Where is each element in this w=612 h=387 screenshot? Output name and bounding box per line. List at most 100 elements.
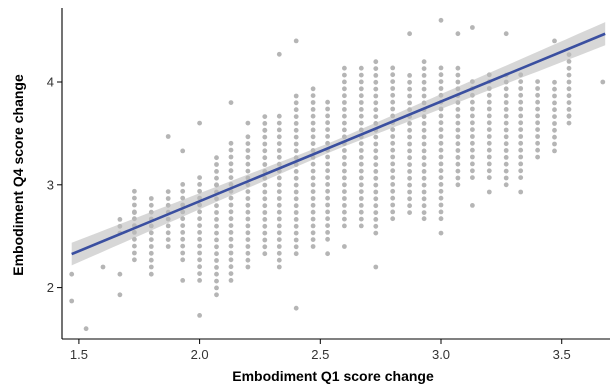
data-point — [407, 148, 412, 154]
data-point — [470, 120, 475, 126]
data-point — [148, 230, 154, 236]
data-point — [325, 175, 330, 181]
data-point — [390, 161, 396, 167]
data-point — [535, 86, 540, 91]
data-point — [117, 217, 123, 222]
x-tick-label: 1.5 — [70, 347, 88, 362]
data-point — [518, 161, 524, 167]
data-point — [373, 66, 379, 71]
data-point — [552, 107, 557, 113]
data-point — [552, 141, 557, 147]
data-point — [407, 189, 412, 195]
data-point — [390, 195, 396, 201]
data-point — [407, 93, 412, 99]
data-point — [358, 148, 364, 153]
data-point — [214, 155, 219, 161]
data-point — [518, 175, 524, 181]
data-point — [438, 202, 444, 208]
data-point — [535, 127, 540, 132]
data-point — [470, 175, 475, 181]
data-point — [421, 79, 427, 85]
data-point — [148, 264, 154, 270]
data-point — [228, 216, 234, 222]
data-point — [486, 147, 492, 153]
data-point — [518, 154, 524, 160]
data-point — [552, 127, 557, 133]
data-point — [390, 202, 396, 208]
data-point — [325, 168, 330, 174]
data-point — [518, 189, 524, 195]
data-point — [262, 141, 268, 147]
data-point — [503, 168, 509, 174]
data-point — [325, 154, 330, 160]
data-point — [358, 65, 364, 71]
y-tick-label: 2 — [47, 280, 54, 295]
data-point — [276, 244, 282, 249]
data-point — [373, 93, 379, 99]
data-point — [486, 127, 492, 132]
data-point — [293, 107, 299, 113]
data-point — [566, 100, 572, 105]
data-point — [180, 236, 186, 242]
data-point — [276, 127, 282, 133]
data-point — [293, 93, 299, 99]
data-point — [310, 223, 316, 229]
data-point — [197, 209, 203, 215]
data-point — [262, 155, 268, 161]
data-point — [390, 72, 396, 78]
data-point — [262, 121, 268, 126]
data-point — [276, 134, 282, 140]
data-point — [503, 161, 509, 167]
data-point — [535, 120, 540, 126]
data-point — [566, 107, 572, 112]
data-point — [276, 175, 282, 181]
data-point — [342, 120, 347, 126]
data-point — [552, 79, 557, 85]
data-point — [503, 148, 509, 153]
data-point — [470, 134, 475, 139]
data-point — [197, 216, 203, 222]
data-point — [552, 38, 557, 44]
data-point — [214, 251, 219, 257]
data-point — [276, 264, 282, 270]
data-point — [373, 217, 379, 222]
data-point — [276, 148, 282, 153]
data-point — [214, 278, 219, 284]
data-point — [421, 210, 427, 216]
data-point — [325, 216, 330, 222]
data-point — [262, 203, 268, 209]
data-point — [228, 175, 234, 181]
data-point — [310, 141, 316, 147]
data-point — [293, 38, 299, 44]
data-point — [293, 169, 299, 174]
data-point — [197, 188, 203, 194]
data-point — [228, 154, 234, 160]
x-tick-label: 3.0 — [432, 347, 450, 362]
data-point — [262, 230, 268, 236]
data-point — [310, 189, 316, 195]
data-point — [438, 127, 444, 132]
data-point — [373, 189, 379, 195]
data-point — [197, 243, 203, 249]
data-point — [293, 148, 299, 154]
data-point — [165, 189, 171, 195]
data-point — [455, 141, 461, 147]
data-point — [566, 79, 572, 85]
data-point — [390, 99, 396, 105]
data-point — [486, 154, 492, 160]
data-point — [325, 195, 330, 201]
data-point — [214, 285, 219, 291]
data-point — [373, 59, 379, 65]
data-point — [325, 182, 330, 187]
data-point — [293, 203, 299, 209]
data-point — [470, 154, 475, 160]
data-point — [407, 203, 412, 209]
data-point — [180, 216, 186, 222]
data-point — [390, 188, 396, 194]
y-axis-title: Embodiment Q4 score change — [10, 74, 26, 276]
data-point — [148, 202, 154, 208]
data-point — [373, 175, 379, 181]
data-point — [228, 271, 234, 276]
data-point — [245, 237, 251, 243]
data-point — [325, 188, 330, 194]
